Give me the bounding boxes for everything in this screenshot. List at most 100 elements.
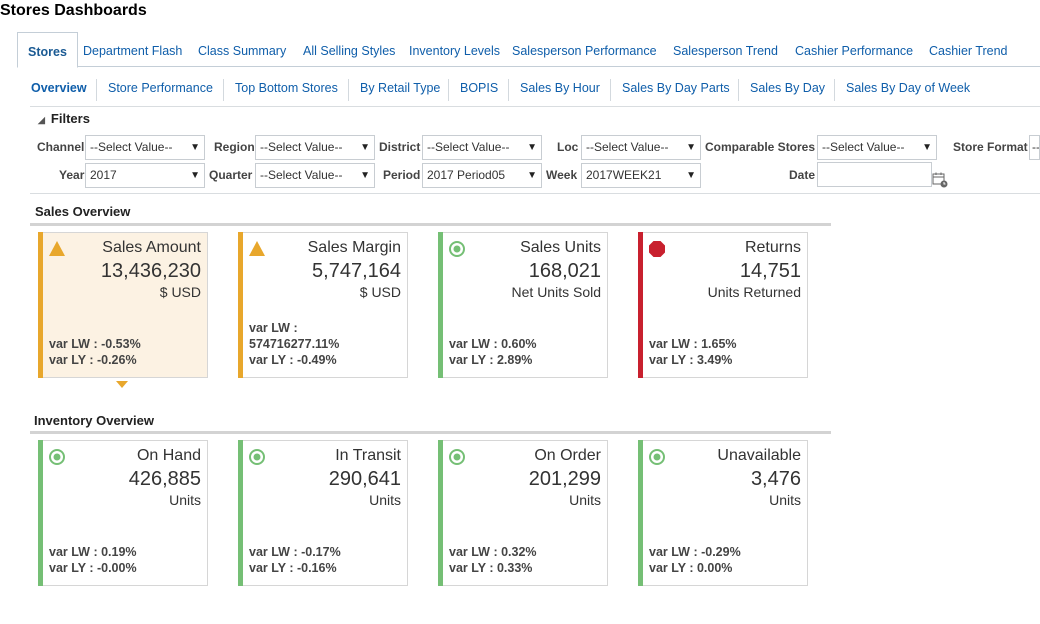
tab-inventory-levels[interactable]: Inventory Levels [409,44,501,58]
on-hand-card[interactable]: On Hand 426,885 Units var LW : 0.19% var… [38,440,208,586]
card-title: Sales Units [520,239,601,256]
section-divider [30,223,831,226]
subtab-top-bottom-stores[interactable]: Top Bottom Stores [235,81,338,95]
var-ly: var LY : -0.26% [49,353,137,367]
card-title: Unavailable [717,447,801,464]
filter-panel: ◢ Filters [30,106,1040,194]
card-value: 201,299 [528,468,601,490]
tab-all-selling-styles[interactable]: All Selling Styles [303,44,396,58]
week-value: 2017WEEK21 [586,168,662,182]
tab-department-flash[interactable]: Department Flash [83,44,183,58]
warning-triangle-icon [249,241,265,256]
main-tab-bar: Stores Department Flash Class Summary Al… [17,32,1040,68]
card-title: Returns [744,239,801,256]
subtab-sales-by-day-of-week[interactable]: Sales By Day of Week [846,81,971,95]
card-unit: Units [769,492,801,508]
quarter-label: Quarter [209,168,253,182]
year-label: Year [59,168,85,182]
collapse-triangle-icon[interactable]: ◢ [38,115,45,125]
period-select[interactable]: 2017 Period05 ▼ [422,163,542,188]
var-ly: var LY : -0.49% [249,353,337,367]
card-value: 290,641 [328,468,401,490]
date-input[interactable] [817,162,932,187]
loc-label: Loc [557,140,579,154]
subtab-by-retail-type[interactable]: By Retail Type [360,81,441,95]
var-lw: var LW : 0.19% [49,545,137,559]
year-value: 2017 [90,168,117,182]
card-unit: Units [369,492,401,508]
store-format-select[interactable]: -- [1029,135,1040,160]
card-unit: $ USD [359,284,401,300]
status-bar [638,440,643,586]
status-bar [238,440,243,586]
subtab-bopis[interactable]: BOPIS [460,81,499,95]
channel-select[interactable]: --Select Value-- ▼ [85,135,205,160]
subtab-store-performance[interactable]: Store Performance [108,81,213,95]
tab-class-summary[interactable]: Class Summary [198,44,287,58]
subtab-separator [610,79,611,101]
var-lw: var LW : 0.32% [449,545,537,559]
var-ly: var LY : 3.49% [649,353,733,367]
card-value: 5,747,164 [312,260,401,282]
sales-margin-card[interactable]: Sales Margin 5,747,164 $ USD var LW : 57… [238,232,408,378]
tab-stores[interactable]: Stores [17,32,78,68]
ok-circle-icon [249,449,265,465]
var-lw: var LW : 0.60% [449,337,537,351]
tab-salesperson-performance[interactable]: Salesperson Performance [512,44,657,58]
store-format-label: Store Format [953,140,1028,154]
subtab-sales-by-day[interactable]: Sales By Day [750,81,826,95]
comparable-stores-select[interactable]: --Select Value-- ▼ [817,135,937,160]
unavailable-card[interactable]: Unavailable 3,476 Units var LW : -0.29% … [638,440,808,586]
on-order-card[interactable]: On Order 201,299 Units var LW : 0.32% va… [438,440,608,586]
chevron-down-icon: ▼ [190,170,200,181]
district-label: District [379,140,421,154]
var-lw: var LW : 1.65% [649,337,737,351]
var-ly: var LY : 2.89% [449,353,533,367]
card-title: On Hand [136,447,201,464]
chevron-down-icon: ▼ [360,170,370,181]
card-title: Sales Margin [307,239,401,256]
var-lw: var LW : -0.53% [49,337,141,351]
chevron-down-icon: ▼ [527,142,537,153]
ok-circle-icon [449,241,465,257]
status-bar [38,232,43,378]
region-label: Region [214,140,255,154]
subtab-sales-by-hour[interactable]: Sales By Hour [520,81,600,95]
in-transit-card[interactable]: In Transit 290,641 Units var LW : -0.17%… [238,440,408,586]
subtab-separator [348,79,349,101]
ok-circle-icon [649,449,665,465]
selected-caret-icon [116,381,128,388]
var-lw: var LW : -0.17% [249,545,341,559]
sales-units-card[interactable]: Sales Units 168,021 Net Units Sold var L… [438,232,608,378]
tab-cashier-performance[interactable]: Cashier Performance [795,44,914,58]
status-bar [438,440,443,586]
card-value: 14,751 [739,260,801,282]
subtab-overview[interactable]: Overview [31,81,87,95]
district-select[interactable]: --Select Value-- ▼ [422,135,542,160]
week-select[interactable]: 2017WEEK21 ▼ [581,163,701,188]
var-lw-value: 574716277.11% [249,337,340,351]
card-unit: Net Units Sold [511,284,601,300]
card-unit: Units Returned [707,284,801,300]
var-ly: var LY : 0.33% [449,561,533,575]
subtab-sales-by-day-parts[interactable]: Sales By Day Parts [622,81,730,95]
chevron-down-icon: ▼ [686,170,696,181]
loc-select[interactable]: --Select Value-- ▼ [581,135,701,160]
year-select[interactable]: 2017 ▼ [85,163,205,188]
filters-header[interactable]: ◢ Filters [38,111,90,126]
region-select[interactable]: --Select Value-- ▼ [255,135,375,160]
tab-cashier-trend[interactable]: Cashier Trend [929,44,1008,58]
chevron-down-icon: ▼ [922,142,932,153]
subtab-separator [96,79,97,101]
var-ly: var LY : -0.16% [249,561,337,575]
sales-amount-card[interactable]: Sales Amount 13,436,230 $ USD var LW : -… [38,232,208,378]
tab-salesperson-trend[interactable]: Salesperson Trend [673,44,778,58]
page-title: Stores Dashboards [0,2,147,19]
status-bar [238,232,243,378]
calendar-icon[interactable] [932,172,948,188]
card-value: 426,885 [128,468,201,490]
quarter-select[interactable]: --Select Value-- ▼ [255,163,375,188]
subtab-separator [834,79,835,101]
channel-label: Channel [37,140,85,154]
returns-card[interactable]: Returns 14,751 Units Returned var LW : 1… [638,232,808,378]
